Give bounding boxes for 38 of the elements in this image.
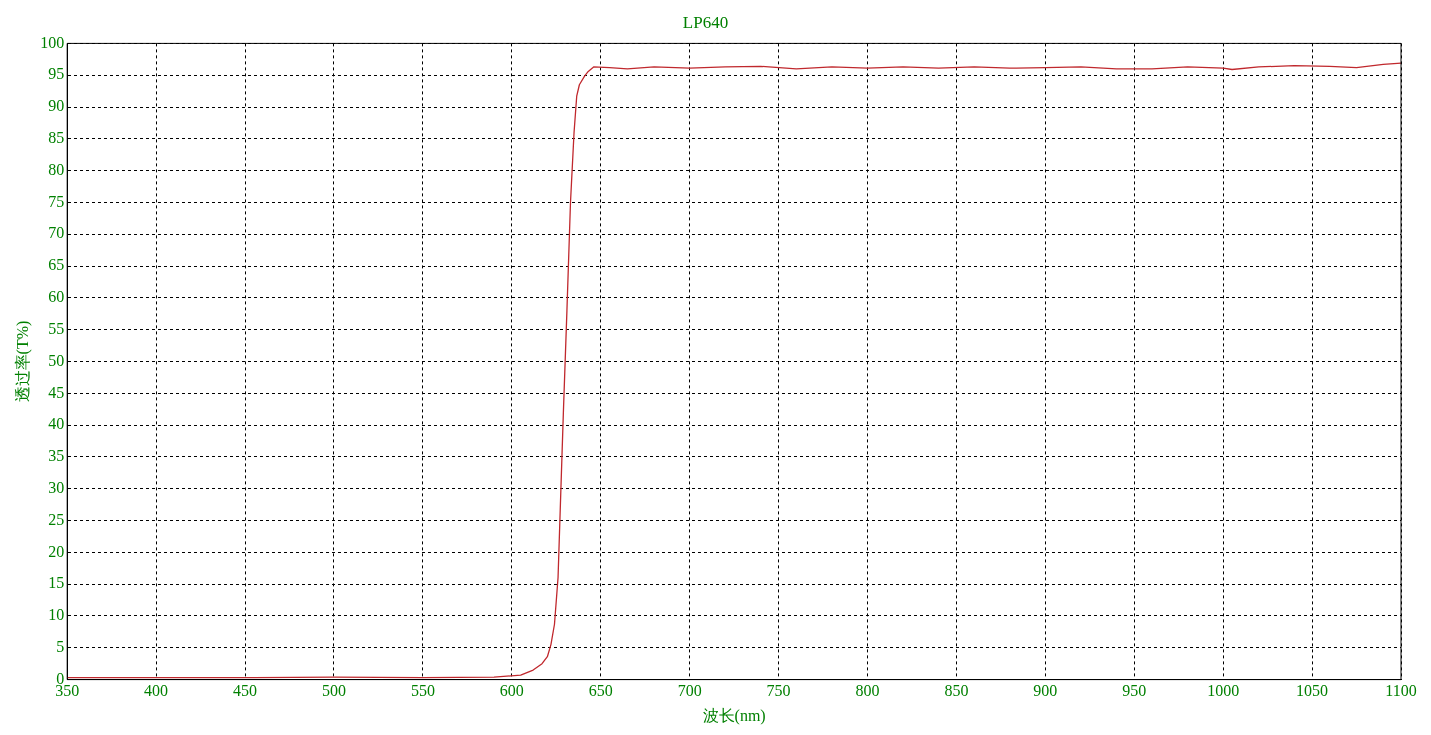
- y-axis-title: 透过率(T%): [13, 320, 32, 403]
- x-tick-label: 550: [410, 682, 435, 700]
- y-tick-label: 90: [48, 97, 65, 115]
- y-tick-label: 40: [48, 415, 65, 433]
- x-tick-label: 450: [233, 682, 258, 700]
- y-tick-label: 100: [40, 33, 65, 51]
- x-axis-title: 波长(nm): [702, 706, 766, 725]
- x-tick-label: 500: [321, 682, 346, 700]
- x-tick-label: 850: [944, 682, 969, 700]
- y-tick-label: 80: [48, 160, 65, 178]
- y-tick-label: 55: [48, 319, 65, 337]
- x-tick-label: 1100: [1385, 682, 1417, 700]
- x-tick-label: 750: [766, 682, 791, 700]
- y-tick-label: 75: [48, 192, 65, 210]
- x-tick-label: 800: [855, 682, 880, 700]
- y-tick-label: 10: [48, 606, 65, 624]
- y-tick-label: 70: [48, 224, 65, 242]
- x-tick-label: 1000: [1207, 682, 1240, 700]
- y-tick-label: 45: [48, 383, 65, 401]
- x-tick-label: 900: [1033, 682, 1058, 700]
- x-tick-label: 400: [144, 682, 169, 700]
- y-tick-label: 50: [48, 351, 65, 369]
- x-tick-label: 650: [588, 682, 613, 700]
- y-tick-label: 5: [56, 637, 65, 655]
- y-tick-label: 30: [48, 478, 65, 496]
- y-tick-label: 60: [48, 288, 65, 306]
- x-tick-label: 700: [677, 682, 702, 700]
- y-tick-label: 85: [48, 129, 65, 147]
- chart-title: LP640: [682, 12, 729, 32]
- x-tick-label: 950: [1122, 682, 1147, 700]
- y-tick-label: 15: [48, 574, 65, 592]
- x-tick-label: 1050: [1296, 682, 1329, 700]
- y-tick-label: 95: [48, 65, 65, 83]
- y-tick-label: 35: [48, 447, 65, 465]
- x-tick-label: 600: [499, 682, 524, 700]
- y-tick-label: 25: [48, 510, 65, 528]
- y-tick-label: 65: [48, 256, 65, 274]
- y-tick-label: 20: [48, 542, 65, 560]
